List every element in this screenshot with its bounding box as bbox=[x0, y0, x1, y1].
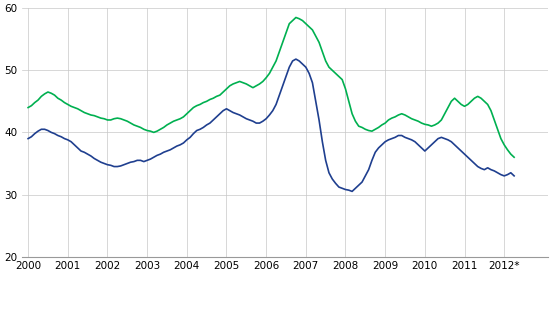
Beviljade bygglov bbox=[293, 15, 299, 19]
Påbörjade nybyggnader bbox=[326, 171, 332, 175]
Påbörjade nybyggnader bbox=[375, 146, 382, 150]
Beviljade bygglov bbox=[266, 71, 273, 75]
Påbörjade nybyggnader bbox=[25, 137, 31, 140]
Beviljade bygglov bbox=[372, 127, 379, 131]
Påbörjade nybyggnader bbox=[58, 135, 65, 139]
Påbörjade nybyggnader bbox=[293, 57, 299, 61]
Påbörjade nybyggnader bbox=[118, 164, 124, 168]
Påbörjade nybyggnader bbox=[349, 190, 355, 193]
Beviljade bygglov bbox=[326, 65, 332, 69]
Beviljade bygglov bbox=[118, 117, 124, 121]
Påbörjade nybyggnader bbox=[511, 174, 517, 178]
Line: Påbörjade nybyggnader: Påbörjade nybyggnader bbox=[28, 59, 514, 191]
Beviljade bygglov bbox=[256, 82, 263, 86]
Beviljade bygglov bbox=[25, 106, 31, 110]
Påbörjade nybyggnader bbox=[266, 113, 273, 117]
Beviljade bygglov bbox=[511, 155, 517, 159]
Beviljade bygglov bbox=[58, 98, 65, 102]
Line: Beviljade bygglov: Beviljade bygglov bbox=[28, 17, 514, 157]
Påbörjade nybyggnader bbox=[256, 121, 263, 125]
